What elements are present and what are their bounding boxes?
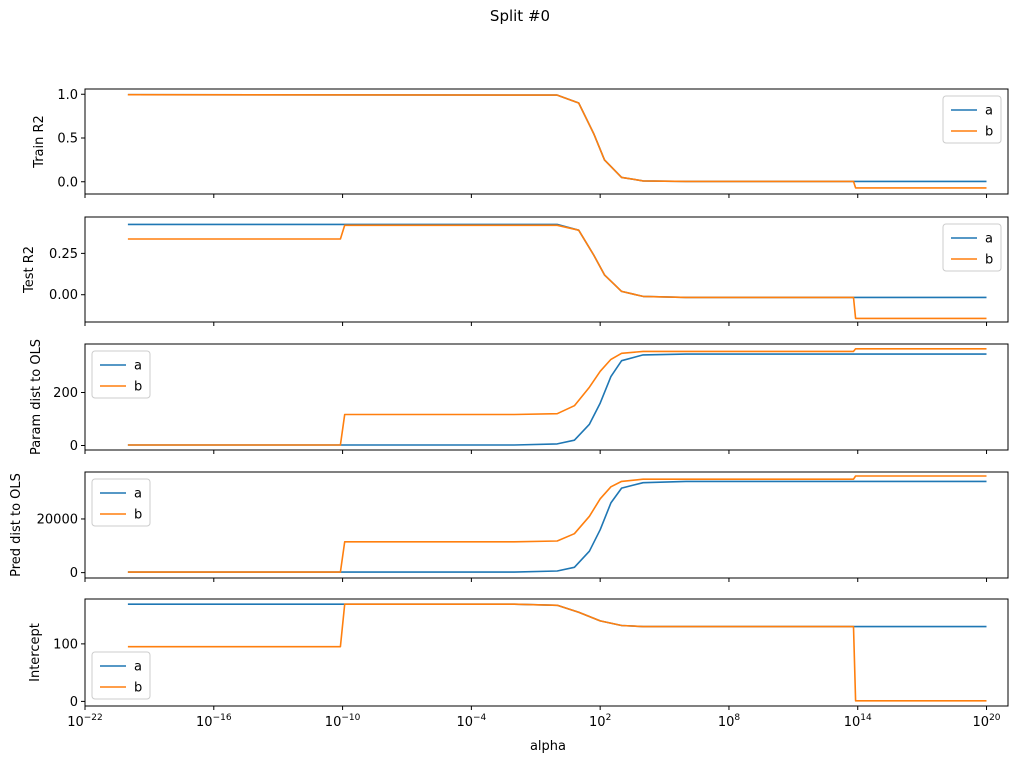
y-tick-label: 0 — [70, 439, 78, 454]
subplot-1: 1.0 0.5 0.0 Train R2 ab — [32, 88, 1009, 198]
y-tick-label: 1.0 — [57, 88, 78, 103]
x-axis-label: alpha — [530, 739, 566, 754]
figure-suptitle: Split #0 — [490, 7, 550, 25]
legend-label-a: a — [985, 104, 993, 119]
legend-label-a: a — [134, 487, 142, 502]
plot-frame — [84, 471, 1009, 579]
series-line-a — [127, 480, 987, 573]
y-axis-label: Test R2 — [22, 246, 37, 294]
y-tick-label: 0 — [70, 566, 78, 581]
legend-label-a: a — [134, 359, 142, 374]
legend: ab — [91, 350, 151, 399]
y-tick-label: 0.25 — [49, 247, 78, 262]
series-line-b — [127, 348, 987, 446]
x-tick-label: 102 — [589, 713, 611, 730]
series-line-b — [127, 475, 987, 573]
subplot-5: 100 0 Intercept ab 10−22 10−16 10−10 10−4 102 108… — [28, 598, 1009, 730]
x-tick-label: 1014 — [844, 713, 872, 730]
y-tick-label: 0.0 — [57, 175, 78, 190]
series-line-a — [127, 93, 987, 183]
legend: ab — [91, 478, 151, 527]
series-line-a — [127, 223, 987, 299]
y-tick-label: 0.00 — [49, 288, 78, 303]
series-line-b — [127, 93, 987, 189]
legend: ab — [91, 651, 151, 700]
x-tick-label: 10−10 — [325, 713, 361, 730]
legend-label-a: a — [985, 232, 993, 247]
plot-frame — [84, 598, 1009, 707]
subplot-2: 0.25 0.00 Test R2 ab — [22, 216, 1009, 326]
y-tick-label: 0 — [70, 695, 78, 710]
y-tick-label: 20000 — [37, 512, 78, 527]
y-axis-label: Param dist to OLS — [29, 339, 44, 455]
y-axis-label: Train R2 — [32, 115, 47, 169]
legend-label-b: b — [134, 681, 142, 696]
series-line-b — [127, 603, 987, 702]
x-tick-label: 10−22 — [67, 713, 103, 730]
plot-frame — [84, 88, 1009, 195]
x-tick-label: 1020 — [973, 713, 1001, 730]
series-line-a — [127, 603, 987, 628]
x-tick-label: 10−16 — [196, 713, 232, 730]
legend-label-b: b — [134, 380, 142, 395]
y-tick-label: 100 — [53, 637, 78, 652]
plot-frame — [84, 343, 1009, 451]
series-line-a — [127, 353, 987, 446]
legend-label-b: b — [985, 253, 993, 268]
legend: ab — [942, 95, 1002, 144]
legend-label-b: b — [134, 508, 142, 523]
subplot-3: 200 0 Param dist to OLS ab — [29, 339, 1009, 455]
y-axis-label: Pred dist to OLS — [9, 473, 24, 577]
legend: ab — [942, 223, 1002, 272]
x-tick-label: 108 — [718, 713, 741, 730]
x-tick-label: 10−4 — [456, 713, 486, 730]
y-tick-label: 0.5 — [57, 132, 78, 147]
y-tick-label: 200 — [53, 386, 78, 401]
subplot-4: 20000 0 Pred dist to OLS ab — [9, 471, 1009, 582]
y-axis-label: Intercept — [28, 623, 43, 682]
plot-frame — [84, 216, 1009, 323]
legend-label-b: b — [985, 125, 993, 140]
legend-label-a: a — [134, 660, 142, 675]
series-line-b — [127, 224, 987, 320]
